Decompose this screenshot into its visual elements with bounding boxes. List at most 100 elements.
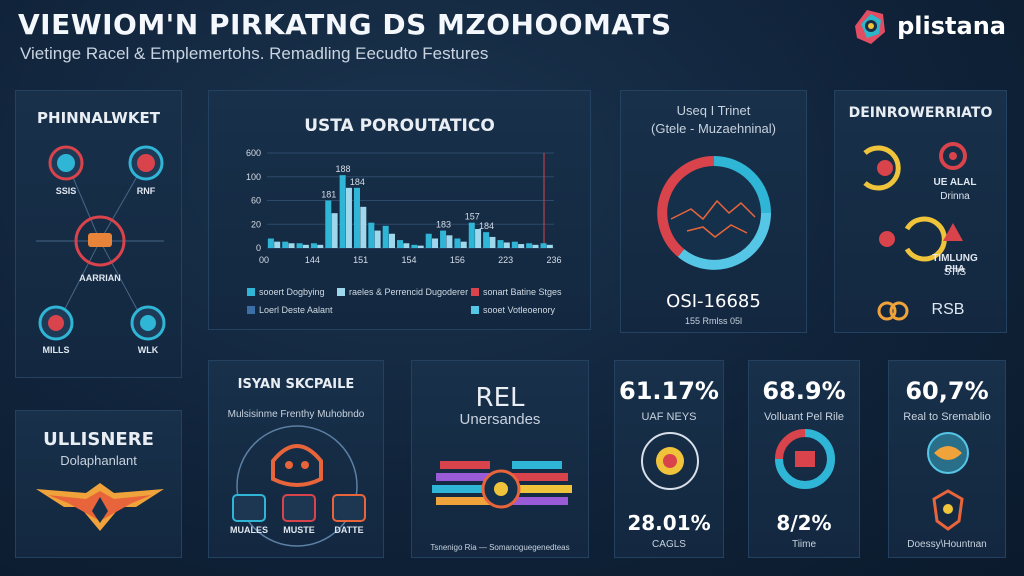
- node-label: RNF: [136, 186, 156, 196]
- bar: [468, 222, 475, 248]
- stat-label-secondary: Tiime: [791, 539, 817, 550]
- panel-title: REL: [475, 383, 525, 413]
- y-tick-label: 0: [256, 243, 261, 253]
- node-icon: [128, 145, 164, 181]
- bar-value-label: 184: [350, 177, 365, 187]
- bar: [397, 240, 404, 248]
- panel-title: PHINNALWKET: [37, 109, 160, 127]
- badge-icons: [927, 432, 969, 531]
- bar: [475, 229, 482, 248]
- bar: [503, 242, 510, 248]
- panel-subtitle: Mulsisinme Frenthy Muhobndo: [227, 409, 365, 420]
- panel-bar-chart: USTA POROUTATICO 0 20 60 100 600 181 188 184 183…: [208, 90, 591, 330]
- stat-card: 61.17% UAF NEYS 28.01% CAGLS: [614, 360, 724, 558]
- bar-value-label: 181: [321, 190, 336, 200]
- y-tick-label: 60: [251, 196, 261, 206]
- item-label: MUALES: [230, 525, 268, 535]
- bar: [417, 245, 424, 248]
- bar: [310, 243, 317, 248]
- bar: [317, 244, 324, 248]
- panel-subtitle: (Gtele - Muzaehninal): [651, 121, 776, 136]
- alert-icon: [943, 223, 963, 241]
- donut-caption: 155 Rmlss 05l: [684, 316, 743, 326]
- bar: [368, 222, 375, 248]
- bar: [382, 225, 389, 248]
- bar: [526, 243, 533, 248]
- page-title: VIEWIOM'N PIRKATNG DS MZOHOOMATS: [18, 8, 672, 41]
- bar: [489, 236, 496, 248]
- cycle-icons: [863, 142, 967, 321]
- legend-label: raeles & Perrencid Dugoderer: [349, 287, 469, 297]
- stack-diagram: [432, 461, 572, 509]
- gauge-icon: [641, 432, 699, 490]
- panel-pie: ISYAN SKCPAILE Mulsisinme Frenthy Muhobn…: [208, 360, 384, 558]
- node-icon: [48, 145, 84, 181]
- bar: [288, 243, 295, 248]
- legend-item: sonart Batine Stges: [471, 287, 562, 297]
- stat-label-secondary: CAGLS: [652, 539, 686, 550]
- panel-left-top: PHINNALWKET SSIS RNF AARRIAN MILLS: [15, 90, 182, 378]
- stat-label: Real to Sremablio: [903, 411, 991, 423]
- legend-label: Loerl Deste Aalant: [259, 305, 333, 315]
- brand-name: plistana: [897, 12, 1006, 40]
- panel-right: DEINROWERRIATO UE ALAL Drinna TIMLUNG RI…: [834, 90, 1007, 333]
- bar: [546, 244, 553, 248]
- bar: [345, 187, 352, 248]
- legend-label: sooert Dogbying: [259, 287, 325, 297]
- bar: [425, 233, 432, 248]
- panel-caption: Tsnenigo Ria — Somanoguegenedteas: [430, 543, 570, 552]
- bar: [497, 240, 504, 248]
- legend-label: sooet Votleoenory: [483, 305, 556, 315]
- progress-ring-icon: [775, 429, 835, 489]
- wing-emblem-icon: [36, 483, 164, 531]
- node-icon: [130, 305, 166, 341]
- gear-icon: [939, 142, 967, 170]
- legend-item: sooet Votleoenory: [471, 305, 555, 315]
- item-label: STIS: [943, 267, 967, 278]
- stat-label: Volluant Pel Rile: [763, 411, 845, 423]
- page-subtitle: Vietinge Racel & Emplemertohs. Remadling…: [20, 44, 489, 63]
- donut-chart: [657, 156, 771, 270]
- node-icon: [38, 305, 74, 341]
- panel-donut: Useq I Trinet (Gtele - Muzaehninal) OSI-…: [620, 90, 807, 333]
- stat-value: 61.17%: [619, 377, 719, 405]
- bar: [446, 235, 453, 248]
- network-diagram: [36, 145, 166, 341]
- panel-subtitle: Dolaphanlant: [60, 453, 137, 468]
- stat-value: 68.9%: [762, 377, 846, 405]
- brand[interactable]: plistana: [849, 6, 1006, 46]
- bar: [540, 243, 547, 248]
- stat-card: 60,7% Real to Sremablio Doessy\Hountnan: [888, 360, 1006, 558]
- stat-label-secondary: Doessy\Hountnan: [907, 539, 987, 550]
- bar: [454, 238, 461, 248]
- legend-item: sooert Dogbying: [247, 287, 325, 297]
- shield-icon: [932, 489, 964, 531]
- stat-card: 68.9% Volluant Pel Rile 8/2% Tiime: [748, 360, 860, 558]
- bar: [432, 238, 439, 248]
- bar: [411, 244, 418, 248]
- item-label: Drinna: [940, 191, 970, 202]
- x-tick-label: 236: [546, 255, 561, 265]
- bar: [460, 241, 467, 248]
- cycle-icon: [863, 145, 901, 191]
- legend-swatch: [471, 306, 479, 314]
- brand-logo-icon: [855, 10, 886, 44]
- bar: [483, 232, 490, 248]
- bar: [339, 175, 346, 248]
- legend-swatch: [337, 288, 345, 296]
- x-tick-label: 144: [305, 255, 320, 265]
- item-label: DATTE: [334, 525, 364, 535]
- bar: [360, 206, 367, 248]
- panel-title: ULLISNERE: [43, 429, 154, 450]
- y-tick-label: 100: [246, 172, 261, 182]
- central-icon: [271, 444, 323, 487]
- x-tick-label: 156: [450, 255, 465, 265]
- bar: [511, 241, 518, 248]
- x-tick-label: 151: [353, 255, 368, 265]
- bar: [302, 244, 309, 248]
- bar-value-label: 183: [436, 220, 451, 230]
- chain-icon: [877, 301, 909, 321]
- bar: [532, 244, 539, 248]
- stat-value-secondary: 8/2%: [776, 511, 832, 535]
- y-tick-label: 20: [251, 219, 261, 229]
